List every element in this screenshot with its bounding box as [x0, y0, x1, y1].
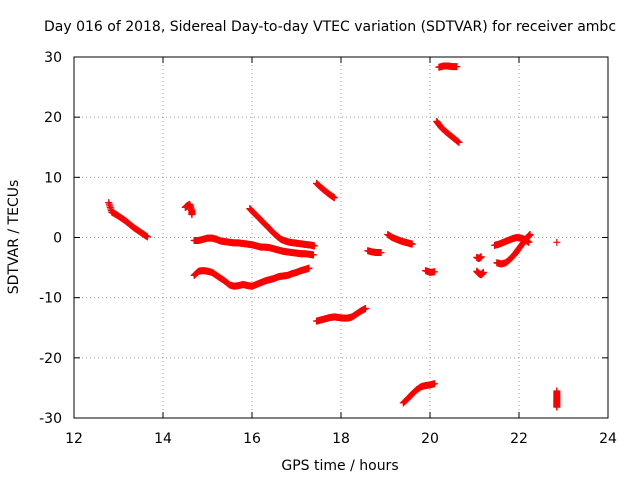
- data-point: [377, 249, 385, 257]
- series-s19: [553, 387, 561, 411]
- data-point: [143, 233, 151, 241]
- x-tick-label: 20: [421, 431, 439, 447]
- series-s3: [190, 234, 317, 259]
- series-s11: [422, 267, 438, 276]
- series-s4: [190, 264, 313, 290]
- x-tick-label: 14: [154, 431, 172, 447]
- ticks: 12 14 16 18 20 22 24 -30 -20 -10 0 10 20 30: [39, 50, 617, 447]
- data-point: [553, 238, 561, 246]
- data-point: [553, 403, 561, 411]
- y-tick-label: -30: [39, 411, 62, 427]
- series-s7: [313, 304, 369, 325]
- data-point: [408, 240, 416, 248]
- y-axis-label: SDTVAR / TECUs: [6, 180, 22, 295]
- x-tick-label: 24: [599, 431, 617, 447]
- data-point: [361, 304, 369, 312]
- y-tick-label: 20: [44, 110, 62, 126]
- series-s18: [553, 238, 561, 246]
- data-point: [526, 230, 534, 238]
- series-s13: [435, 62, 461, 71]
- series-s5: [246, 205, 318, 250]
- y-tick-label: 10: [44, 170, 62, 186]
- x-axis-label: GPS time / hours: [281, 458, 398, 474]
- y-tick-label: 0: [53, 231, 62, 247]
- data-point: [330, 194, 338, 202]
- data-point: [430, 380, 438, 388]
- x-tick-label: 16: [243, 431, 261, 447]
- series-s6: [313, 179, 338, 202]
- data-point: [479, 268, 487, 276]
- data-point: [309, 251, 317, 259]
- data-point: [188, 211, 196, 219]
- series-s9: [384, 230, 416, 248]
- chart-title: Day 016 of 2018, Sidereal Day-to-day VTE…: [44, 19, 617, 35]
- y-tick-label: 30: [44, 50, 62, 66]
- series-s10: [399, 380, 438, 407]
- series-s14: [473, 253, 485, 263]
- x-tick-label: 22: [510, 431, 528, 447]
- data-point: [453, 137, 461, 145]
- series-s17: [493, 230, 534, 268]
- series-s1: [105, 199, 151, 241]
- data-points: [105, 62, 561, 411]
- series-s8: [364, 247, 385, 257]
- data-point: [454, 138, 462, 146]
- series-s2: [181, 200, 196, 219]
- data-point: [455, 138, 463, 146]
- series-s12: [433, 117, 463, 146]
- y-tick-label: -20: [39, 351, 62, 367]
- x-tick-label: 18: [332, 431, 350, 447]
- data-point: [477, 253, 485, 261]
- series-s15: [473, 267, 487, 279]
- x-tick-label: 12: [65, 431, 83, 447]
- data-point: [310, 242, 318, 250]
- data-point: [305, 264, 313, 272]
- data-point: [453, 63, 461, 71]
- y-tick-label: -10: [39, 291, 62, 307]
- data-point: [430, 268, 438, 276]
